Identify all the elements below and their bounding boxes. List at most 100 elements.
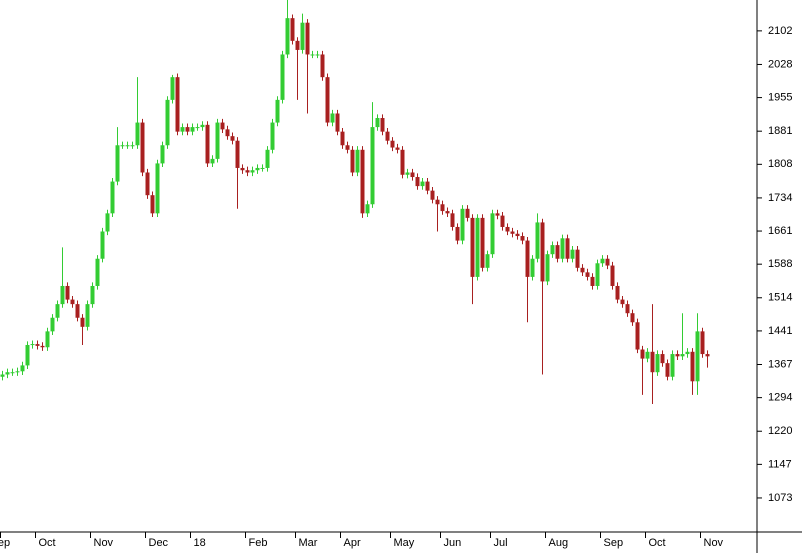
candle-body <box>345 145 350 150</box>
x-tick-label: Jul <box>494 537 508 549</box>
candle-body <box>140 122 145 173</box>
candle-body <box>690 351 695 382</box>
candle-body <box>350 149 355 173</box>
candle-body <box>545 254 550 282</box>
x-tick-label: Nov <box>704 537 724 549</box>
y-tick-label: 1147 <box>768 458 792 470</box>
candle-body <box>625 304 630 314</box>
candle-body <box>440 204 445 212</box>
candle-body <box>480 217 485 268</box>
candle-body <box>250 170 255 173</box>
candle-body <box>220 122 225 130</box>
candle-body <box>635 322 640 350</box>
candle-body <box>575 249 580 268</box>
candle-body <box>590 276 595 286</box>
candle-body <box>105 213 110 232</box>
candle-body <box>660 354 665 364</box>
candle-body <box>595 263 600 286</box>
candle-body <box>355 149 360 173</box>
candle-body <box>160 145 165 164</box>
candle-body <box>525 240 530 277</box>
candle-body <box>515 233 520 237</box>
candle-body <box>100 231 105 259</box>
candle-body <box>580 267 585 273</box>
candle-body <box>205 124 210 164</box>
candle-body <box>255 167 260 171</box>
candle-body <box>45 331 50 348</box>
candle-body <box>50 317 55 332</box>
candle-body <box>35 344 40 346</box>
candle-body <box>5 372 10 375</box>
candle-body <box>530 258 535 277</box>
y-tick-label: 1220 <box>768 425 792 437</box>
candle-body <box>650 351 655 373</box>
candle-body <box>535 222 540 259</box>
candle-body <box>385 131 390 141</box>
y-tick-label: 1808 <box>768 158 792 170</box>
candle-body <box>295 40 300 50</box>
candle-body <box>305 22 310 55</box>
candle-body <box>510 231 515 234</box>
candle-body <box>195 127 200 129</box>
x-tick-label: Sep <box>0 537 10 549</box>
candle-body <box>190 127 195 132</box>
candle-body <box>415 177 420 187</box>
candle-body <box>485 254 490 268</box>
candle-body <box>550 245 555 255</box>
x-tick-label: Mar <box>299 537 318 549</box>
candle-body <box>200 124 205 128</box>
candle-body <box>0 374 5 377</box>
candle-body <box>620 299 625 305</box>
candle-body <box>120 145 125 147</box>
candle-body <box>380 118 385 132</box>
x-tick-label: 18 <box>194 537 206 549</box>
candle-body <box>15 371 20 373</box>
candle-body <box>130 145 135 147</box>
candle-body <box>325 77 330 123</box>
candle-body <box>80 317 85 327</box>
x-tick-label: Oct <box>649 537 666 549</box>
candle-body <box>115 145 120 182</box>
candle-body <box>25 344 30 366</box>
candle-body <box>670 354 675 377</box>
candle-body <box>630 313 635 323</box>
candle-body <box>410 172 415 178</box>
candle-body <box>520 236 525 241</box>
candle-body <box>310 54 315 56</box>
candle-body <box>680 354 685 357</box>
y-tick-label: 1294 <box>768 392 792 404</box>
candle-body <box>460 208 465 241</box>
candle-body <box>175 77 180 132</box>
candle-body <box>640 349 645 359</box>
candle-body <box>30 344 35 346</box>
candle-body <box>470 217 475 277</box>
candle-body <box>125 145 130 147</box>
candle-body <box>540 222 545 282</box>
candle-body <box>170 77 175 100</box>
candle-body <box>505 226 510 232</box>
x-tick-label: Sep <box>604 537 624 549</box>
candle-body <box>615 285 620 300</box>
candle-body <box>320 54 325 78</box>
candle-body <box>290 18 295 41</box>
candle-body <box>185 127 190 132</box>
candle-body <box>365 204 370 214</box>
candle-body <box>490 213 495 255</box>
candle-body <box>705 354 710 357</box>
candle-body <box>270 122 275 150</box>
candle-body <box>685 351 690 355</box>
candle-body <box>85 304 90 327</box>
candle-body <box>435 199 440 205</box>
candle-body <box>375 118 380 128</box>
candle-body <box>600 258 605 264</box>
candle-body <box>180 127 185 132</box>
y-tick-label: 1955 <box>768 92 792 104</box>
candle-body <box>95 258 100 286</box>
candle-body <box>360 149 365 214</box>
candle-body <box>225 129 230 137</box>
candle-body <box>260 167 265 169</box>
candle-body <box>370 127 375 205</box>
